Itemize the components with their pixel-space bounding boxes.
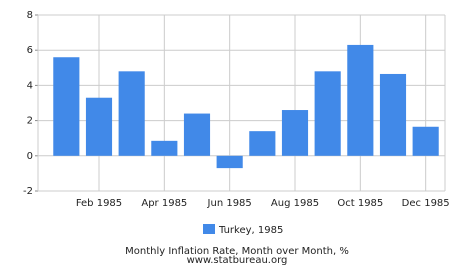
bar — [314, 71, 341, 156]
chart-subtitle: www.statbureau.org — [187, 255, 288, 266]
x-tick-label: Jun 1985 — [207, 198, 252, 209]
y-tick-label: 2 — [27, 116, 33, 127]
x-tick-label: Aug 1985 — [271, 198, 319, 209]
y-tick-label: 4 — [27, 80, 33, 91]
bar — [347, 44, 374, 156]
y-tick-label: 8 — [27, 10, 33, 21]
x-tick-label: Apr 1985 — [141, 198, 187, 209]
bar — [151, 140, 178, 156]
x-tick-label: Oct 1985 — [337, 198, 383, 209]
bar — [216, 155, 243, 169]
x-tick-label: Feb 1985 — [76, 198, 122, 209]
bar — [53, 57, 80, 156]
y-tick-label: -2 — [23, 186, 33, 197]
legend-swatch — [203, 224, 215, 234]
chart-title: Monthly Inflation Rate, Month over Month… — [125, 246, 349, 257]
bar — [412, 126, 439, 156]
bar — [118, 71, 145, 156]
legend-label: Turkey, 1985 — [218, 225, 283, 236]
bar — [249, 131, 276, 156]
y-tick-label: 6 — [27, 45, 33, 56]
bar — [85, 97, 113, 156]
bar — [183, 113, 211, 156]
x-tick-label: Dec 1985 — [402, 198, 450, 209]
bar — [379, 73, 407, 156]
bar — [281, 110, 309, 156]
y-tick-label: 0 — [27, 151, 33, 162]
